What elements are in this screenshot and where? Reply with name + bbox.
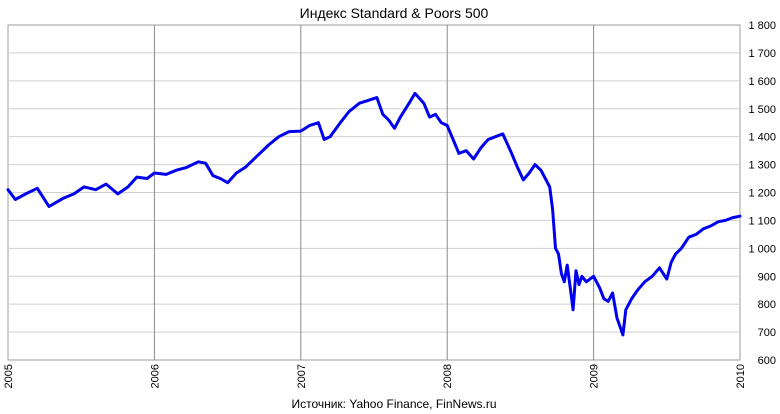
y-tick-label: 1 200 xyxy=(748,188,776,200)
y-tick-label: 1 400 xyxy=(748,132,776,144)
y-tick-label: 1 100 xyxy=(748,215,776,227)
y-tick-label: 1 600 xyxy=(748,76,776,88)
y-tick-label: 1 300 xyxy=(748,160,776,172)
vertical-gridlines xyxy=(153,25,595,360)
y-tick-label: 900 xyxy=(758,271,776,283)
y-tick-label: 700 xyxy=(758,327,776,339)
y-tick-label: 1 800 xyxy=(748,20,776,32)
y-tick-label: 1 700 xyxy=(748,48,776,60)
x-tick-label: 2006 xyxy=(149,364,161,388)
y-tick-label: 800 xyxy=(758,299,776,311)
x-tick-label: 2005 xyxy=(3,364,15,388)
y-tick-label: 1 500 xyxy=(748,104,776,116)
x-tick-label: 2010 xyxy=(735,364,747,388)
chart-title: Индекс Standard & Poors 500 xyxy=(300,5,489,21)
x-tick-label: 2007 xyxy=(296,364,308,388)
x-axis-tick-labels: 2005 2006 2007 2008 2009 2010 xyxy=(3,364,747,388)
y-axis-tick-labels: 600 700 800 900 1 000 1 100 1 200 1 300 1 400 1 5… xyxy=(748,20,776,367)
series-group xyxy=(6,91,742,337)
horizontal-gridlines xyxy=(8,52,740,333)
y-tick-label: 600 xyxy=(758,355,776,367)
series-line xyxy=(6,91,742,337)
y-tick-label: 1 000 xyxy=(748,243,776,255)
x-tick-label: 2009 xyxy=(589,364,601,388)
x-tick-label: 2008 xyxy=(442,364,454,388)
source-caption: Источник: Yahoo Finance, FinNews.ru xyxy=(291,397,496,411)
